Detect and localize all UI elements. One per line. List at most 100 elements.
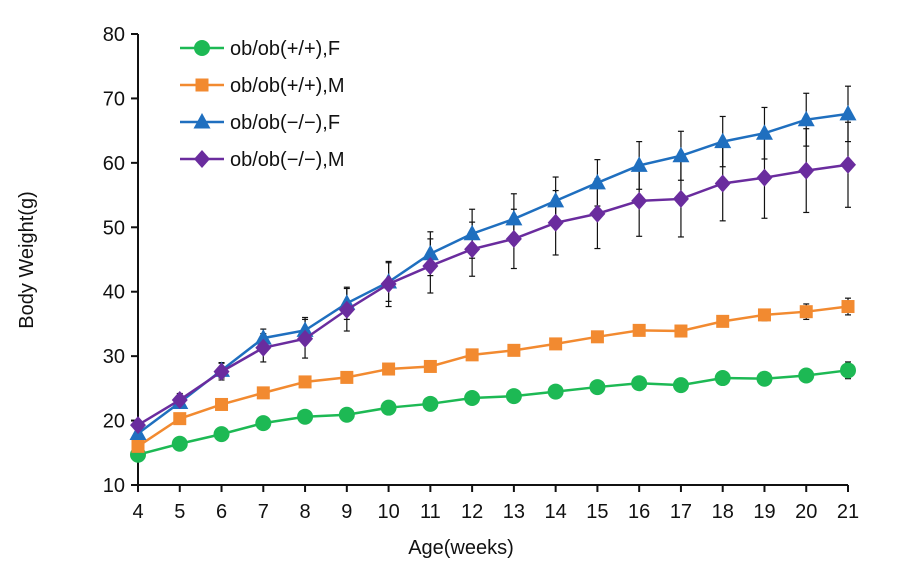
data-point (547, 383, 564, 400)
legend-marker (193, 113, 211, 129)
x-tick-label: 16 (628, 501, 650, 523)
series-layer (129, 104, 857, 463)
data-point (297, 329, 314, 348)
x-tick-label: 4 (132, 501, 143, 523)
data-point (589, 204, 606, 223)
x-tick-label: 15 (586, 501, 608, 523)
data-point (255, 338, 272, 357)
x-tick-label: 5 (174, 501, 185, 523)
data-point (505, 388, 522, 405)
data-point (547, 191, 565, 208)
series-line (137, 163, 849, 427)
x-tick-label: 9 (341, 501, 352, 523)
y-tick-label: 40 (103, 282, 125, 304)
x-tick-label: 20 (795, 501, 817, 523)
data-point (714, 174, 731, 193)
data-point (464, 390, 481, 407)
data-point (674, 324, 688, 338)
data-point (714, 132, 732, 149)
data-point (382, 362, 396, 376)
data-point (799, 305, 813, 319)
legend-label: ob/ob(−/−),M (230, 149, 345, 171)
data-point (213, 362, 230, 381)
data-point (755, 124, 773, 140)
data-point (338, 406, 355, 423)
series-line (137, 369, 849, 456)
data-point (714, 370, 731, 387)
data-point (421, 244, 439, 261)
x-tick-label: 13 (503, 501, 525, 523)
data-point (756, 370, 773, 387)
y-axis-label: Body Weight(g) (16, 191, 38, 328)
data-point (171, 390, 188, 409)
x-tick-label: 19 (753, 501, 775, 523)
legend-label: ob/ob(−/−),F (230, 112, 340, 134)
error-bars (135, 85, 851, 459)
data-point (464, 240, 481, 259)
data-point (422, 395, 439, 412)
x-tick-label: 6 (216, 501, 227, 523)
data-point (296, 321, 314, 337)
data-point (840, 155, 856, 174)
x-tick-label: 21 (837, 501, 859, 523)
data-point (841, 300, 855, 314)
data-point (632, 323, 646, 337)
legend-label: ob/ob(+/+),F (230, 38, 340, 60)
data-point (507, 343, 521, 357)
x-axis-label: Age(weeks) (408, 537, 514, 559)
data-point (631, 191, 648, 210)
data-point (547, 213, 564, 232)
x-tick-label: 17 (670, 501, 692, 523)
data-point (423, 359, 437, 373)
data-point (588, 173, 606, 190)
data-point (173, 412, 187, 426)
y-tick-label: 20 (103, 411, 125, 433)
data-point (589, 379, 606, 396)
data-point (757, 308, 771, 322)
data-point (631, 375, 648, 392)
y-tick-label: 50 (103, 217, 125, 239)
legend-marker (194, 150, 210, 168)
x-tick-label: 8 (299, 501, 310, 523)
data-point (672, 189, 689, 208)
data-point (630, 156, 648, 172)
data-point (298, 375, 312, 389)
data-point (549, 337, 563, 351)
data-point (590, 330, 604, 344)
data-point (422, 256, 439, 275)
y-tick-label: 80 (103, 24, 125, 46)
y-tick-label: 70 (103, 88, 125, 110)
legend-label: ob/ob(+/+),M (230, 75, 345, 97)
series-line (137, 305, 849, 448)
x-tick-label: 14 (545, 501, 567, 523)
x-tick-label: 18 (712, 501, 734, 523)
data-point (255, 415, 272, 432)
data-point (380, 399, 397, 416)
legend: ob/ob(+/+),F ob/ob(+/+),M ob/ob(−/−),F ob/o… (180, 38, 345, 171)
data-point (839, 104, 857, 121)
data-point (340, 370, 354, 384)
y-tick-label: 10 (103, 475, 125, 497)
data-point (215, 397, 229, 411)
x-tick-label: 12 (461, 501, 483, 523)
data-point (171, 435, 188, 452)
data-point (840, 362, 856, 379)
data-point (254, 329, 272, 345)
data-point (131, 439, 145, 453)
data-point (505, 209, 523, 226)
data-point (338, 300, 355, 319)
axes: 10 20 30 40 50 60 70 80 4 5 6 7 8 9 10 11 12 13 14 15 16 17 18… (103, 24, 859, 523)
data-point (256, 386, 270, 400)
data-point (465, 348, 479, 362)
data-point (756, 168, 773, 187)
data-point (797, 110, 815, 127)
data-point (380, 274, 397, 293)
data-point (505, 229, 522, 248)
legend-marker (195, 78, 209, 92)
x-tick-label: 7 (258, 501, 269, 523)
y-tick-label: 60 (103, 153, 125, 175)
data-point (672, 377, 689, 394)
data-point (130, 416, 146, 435)
data-point (672, 146, 690, 163)
data-point (798, 161, 815, 180)
